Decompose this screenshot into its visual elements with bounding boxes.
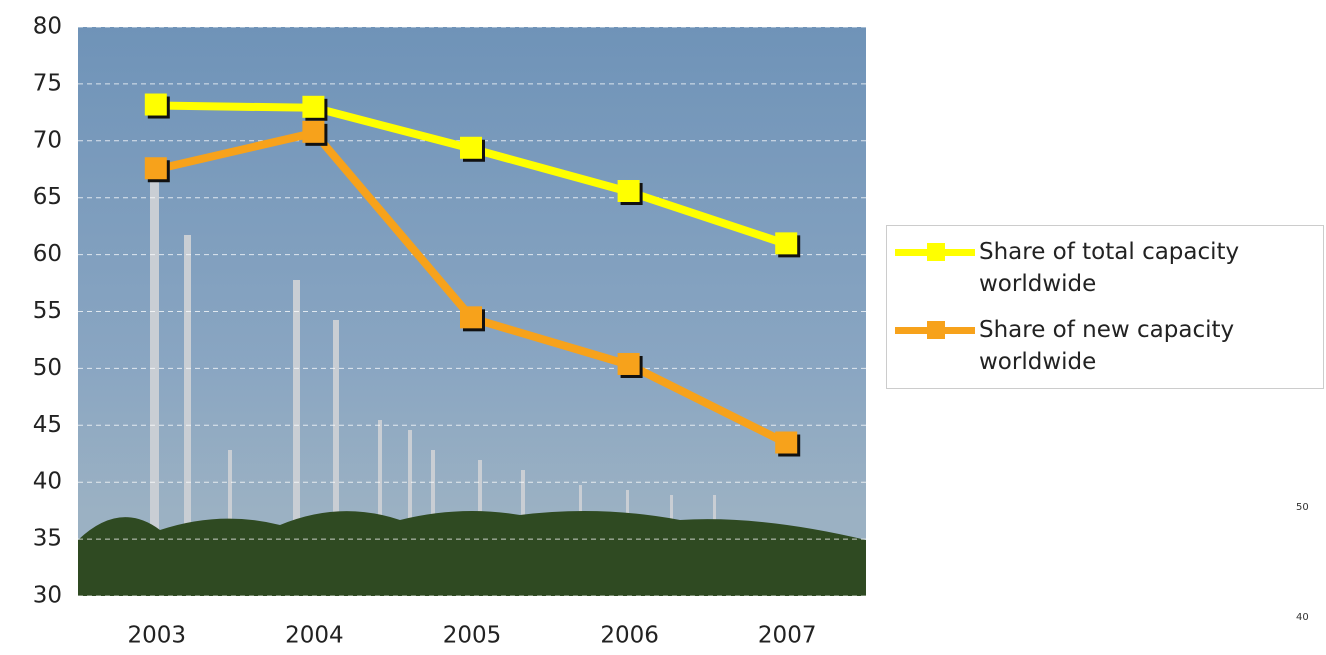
point-marker bbox=[460, 136, 482, 159]
legend-label: Share of new capacity worldwide bbox=[979, 317, 1235, 375]
legend-key bbox=[887, 236, 979, 268]
edge-fragment-label: 40 bbox=[1296, 612, 1309, 623]
point-marker bbox=[617, 352, 640, 375]
tree-line bbox=[78, 511, 866, 596]
legend-marker bbox=[927, 243, 945, 261]
chart: 30 35 40 45 50 55 60 65 70 75 80 2003 2004 2005 2006 20… bbox=[33, 14, 866, 649]
point-marker bbox=[144, 93, 167, 116]
point-marker bbox=[302, 120, 325, 143]
y-tick-label: 35 bbox=[33, 526, 62, 552]
legend-key bbox=[887, 314, 979, 346]
turbine-silhouettes bbox=[150, 170, 716, 570]
point-marker bbox=[460, 306, 482, 329]
x-tick-label: 2005 bbox=[443, 623, 502, 649]
x-tick-label: 2006 bbox=[600, 623, 659, 649]
point-marker bbox=[775, 232, 798, 255]
point-marker bbox=[775, 431, 798, 454]
y-tick-label: 75 bbox=[33, 70, 62, 96]
y-tick-label: 60 bbox=[33, 241, 62, 267]
legend-entry: Share of new capacity worldwide bbox=[887, 314, 1319, 378]
y-tick-label: 45 bbox=[33, 412, 62, 438]
y-tick-label: 70 bbox=[33, 127, 62, 153]
legend-marker bbox=[927, 321, 945, 339]
x-tick-label: 2004 bbox=[285, 623, 344, 649]
y-tick-label: 80 bbox=[33, 14, 62, 40]
x-tick-label: 2007 bbox=[758, 623, 817, 649]
legend: Share of total capacity worldwide Share o… bbox=[886, 225, 1324, 389]
point-marker bbox=[617, 180, 640, 203]
legend-entry: Share of total capacity worldwide bbox=[887, 236, 1319, 300]
x-tick-label: 2003 bbox=[128, 623, 187, 649]
y-tick-label: 55 bbox=[33, 298, 62, 324]
y-tick-label: 65 bbox=[33, 184, 62, 210]
y-tick-label: 40 bbox=[33, 469, 62, 495]
legend-label: Share of total capacity worldwide bbox=[979, 239, 1240, 297]
point-marker bbox=[144, 157, 167, 180]
y-tick-label: 30 bbox=[33, 583, 62, 609]
y-tick-label: 50 bbox=[33, 355, 62, 381]
edge-fragment-label: 50 bbox=[1296, 502, 1309, 513]
point-marker bbox=[302, 95, 325, 118]
